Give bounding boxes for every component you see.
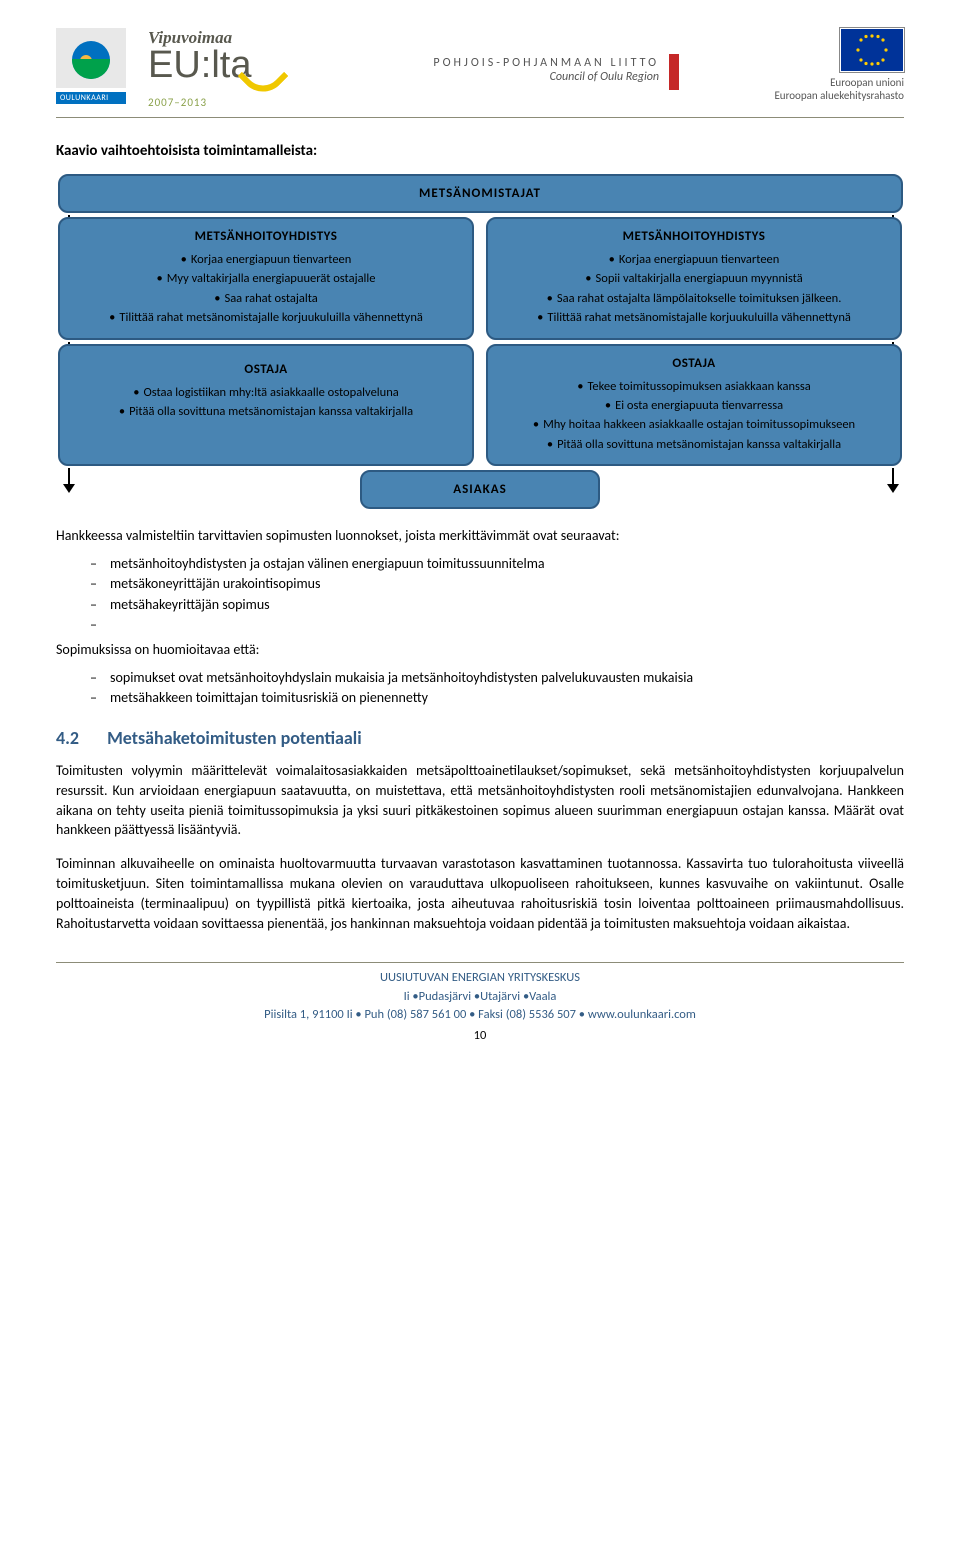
flow-box-row3-left: OSTAJA Ostaa logistiikan mhy:ltä asiakka… <box>58 344 474 467</box>
flow-box-top: METSÄNOMISTAJAT <box>58 174 903 213</box>
bullet-list: Tekee toimitussopimuksen asiakkaan kanss… <box>502 377 886 455</box>
dash-item: metsähakeyrittäjän sopimus <box>90 595 904 615</box>
pohjois-red-bar-icon <box>669 54 679 90</box>
vipu-eu-label: EU:lta <box>148 48 251 82</box>
header-divider <box>56 117 904 118</box>
eu-logo-block: Euroopan unioni Euroopan aluekehitysraha… <box>774 28 904 102</box>
bullet: Ei osta energiapuuta tienvarressa <box>502 396 886 415</box>
bullet: Korjaa energiapuun tienvarteen <box>74 250 458 269</box>
bullet: Myy valtakirjalla energiapuuerät ostajal… <box>74 269 458 288</box>
bullet: Tilittää rahat metsänomistajalle korjuuk… <box>502 308 886 327</box>
bullet-list: Korjaa energiapuun tienvarteen Sopii val… <box>502 250 886 328</box>
flow-box-row3-right: OSTAJA Tekee toimitussopimuksen asiakkaa… <box>486 344 902 467</box>
oulunkaari-label: OULUNKAARI <box>56 92 126 104</box>
pohjois-pohjanmaa-logo: POHJOIS-POHJANMAAN LIITTO Council of Oul… <box>433 28 679 90</box>
eu-flag-icon <box>840 28 904 72</box>
bullet: Pitää olla sovittuna metsänomistajan kan… <box>74 402 458 421</box>
box-title: METSÄNHOITOYHDISTYS <box>74 229 458 244</box>
footer-line-1: UUSIUTUVAN ENERGIAN YRITYSKESKUS <box>56 969 904 988</box>
vipu-years: 2007–2013 <box>148 96 338 109</box>
eu-line2: Euroopan aluekehitysrahasto <box>774 89 904 102</box>
bullet: Korjaa energiapuun tienvarteen <box>502 250 886 269</box>
bullet: Pitää olla sovittuna metsänomistajan kan… <box>502 435 886 454</box>
pohjois-line1: POHJOIS-POHJANMAAN LIITTO <box>433 56 659 70</box>
eu-texts: Euroopan unioni Euroopan aluekehitysraha… <box>774 76 904 102</box>
header-logos: OULUNKAARI Vipuvoimaa EU:lta 2007–2013 P… <box>56 28 904 109</box>
dash-item: metsänhoitoyhdistysten ja ostajan väline… <box>90 554 904 574</box>
logo-left-group: OULUNKAARI Vipuvoimaa EU:lta 2007–2013 <box>56 28 338 109</box>
bullet: Tilittää rahat metsänomistajalle korjuuk… <box>74 308 458 327</box>
oulunkaari-graphic <box>56 28 126 88</box>
vipu-eu-text: EU:lta <box>148 48 338 94</box>
dash-item: metsäkoneyrittäjän urakointisopimus <box>90 574 904 594</box>
footer-line-3: Piisilta 1, 91100 Ii • Puh (08) 587 561 … <box>56 1006 904 1025</box>
pohjois-text: POHJOIS-POHJANMAAN LIITTO Council of Oul… <box>433 56 659 84</box>
bullet: Tekee toimitussopimuksen asiakkaan kanss… <box>502 377 886 396</box>
bullet: Mhy hoitaa hakkeen asiakkaalle ostajan t… <box>502 415 886 434</box>
page-footer: UUSIUTUVAN ENERGIAN YRITYSKESKUS Ii •Pud… <box>56 962 904 1046</box>
dash-list-1: metsänhoitoyhdistysten ja ostajan väline… <box>56 554 904 635</box>
eu-line1: Euroopan unioni <box>774 76 904 89</box>
page-number: 10 <box>56 1027 904 1046</box>
dash-item: metsähakkeen toimittajan toimitusriskiä … <box>90 688 904 708</box>
footer-line-2: Ii •Pudasjärvi •Utajärvi •Vaala <box>56 988 904 1007</box>
bullet-list: Ostaa logistiikan mhy:ltä asiakkaalle os… <box>74 383 458 422</box>
box-title: METSÄNHOITOYHDISTYS <box>502 229 886 244</box>
box-title: OSTAJA <box>502 356 886 371</box>
box-title: OSTAJA <box>74 362 458 377</box>
dash-list-2: sopimukset ovat metsänhoitoyhdyslain muk… <box>56 668 904 709</box>
dash-item: sopimukset ovat metsänhoitoyhdyslain muk… <box>90 668 904 688</box>
flow-box-row2-right: METSÄNHOITOYHDISTYS Korjaa energiapuun t… <box>486 217 902 340</box>
section-4-2-heading: 4.2 Metsähaketoimitusten potentiaali <box>56 727 904 749</box>
page: OULUNKAARI Vipuvoimaa EU:lta 2007–2013 P… <box>0 0 960 1066</box>
flow-box-row2-left: METSÄNHOITOYHDISTYS Korjaa energiapuun t… <box>58 217 474 340</box>
oulunkaari-logo: OULUNKAARI <box>56 28 126 104</box>
flow-box-bottom: ASIAKAS <box>360 470 600 509</box>
paragraph-4-2-1: Toimitusten volyymin määrittelevät voima… <box>56 761 904 841</box>
between-text: Sopimuksissa on huomioitavaa että: <box>56 641 904 658</box>
bullet-list: Korjaa energiapuun tienvarteen Myy valta… <box>74 250 458 328</box>
vipuvoimaa-logo: Vipuvoimaa EU:lta 2007–2013 <box>148 28 338 109</box>
bullet: Ostaa logistiikan mhy:ltä asiakkaalle os… <box>74 383 458 402</box>
section-number: 4.2 <box>56 727 79 749</box>
bullet: Sopii valtakirjalla energiapuun myynnist… <box>502 269 886 288</box>
intro-text: Hankkeessa valmisteltiin tarvittavien so… <box>56 527 904 544</box>
footer-divider <box>56 962 904 963</box>
dash-item-blank: – <box>90 615 904 635</box>
bullet: Saa rahat ostajalta <box>74 289 458 308</box>
flowchart: METSÄNOMISTAJAT METSÄNHOITOYHDISTYS Korj… <box>56 174 904 509</box>
oulunkaari-circle-icon <box>72 41 110 79</box>
paragraph-4-2-2: Toiminnan alkuvaiheelle on ominaista huo… <box>56 854 904 934</box>
section-title-text: Metsähaketoimitusten potentiaali <box>107 727 362 749</box>
pohjois-line2: Council of Oulu Region <box>433 70 659 84</box>
chart-intro-title: Kaavio vaihtoehtoisista toimintamalleist… <box>56 142 904 160</box>
bullet: Saa rahat ostajalta lämpölaitokselle toi… <box>502 289 886 308</box>
